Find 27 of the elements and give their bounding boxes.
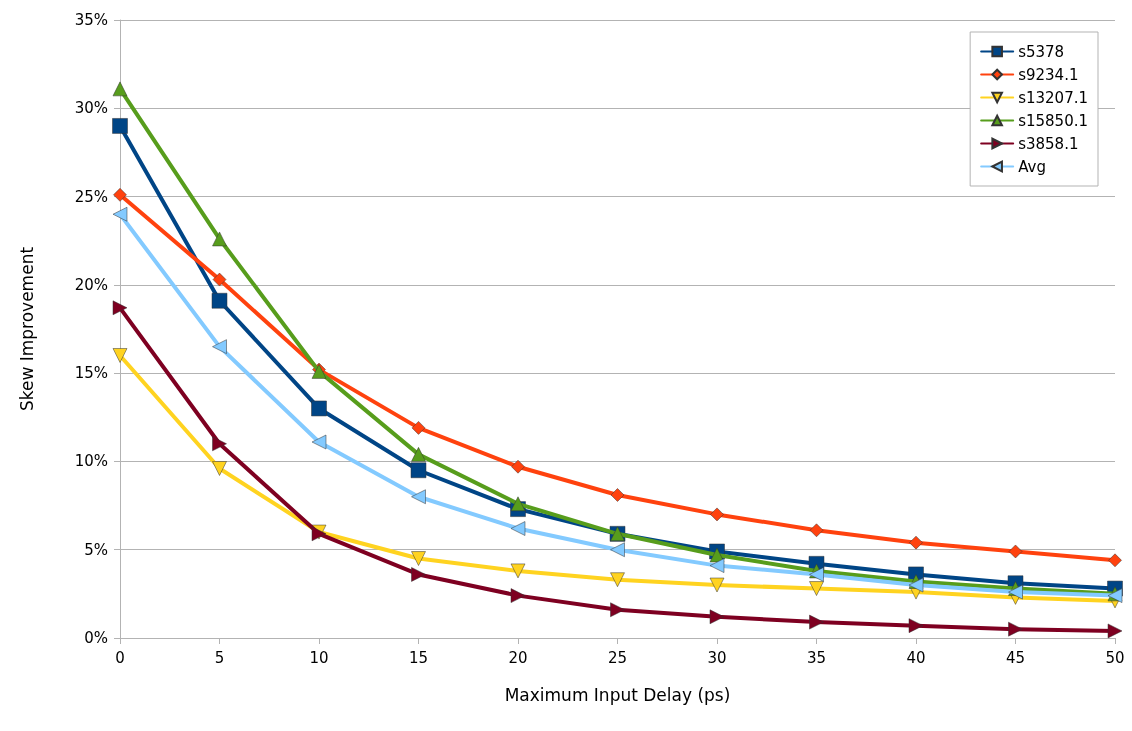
legend-label: s15850.1 xyxy=(1018,111,1088,130)
x-tick-label: 35 xyxy=(806,648,827,667)
x-tick-label: 30 xyxy=(707,648,727,667)
legend-label: s9234.1 xyxy=(1018,65,1079,84)
x-tick-label: 45 xyxy=(1005,648,1026,667)
y-tick-label: 20% xyxy=(74,275,108,294)
x-tick-label: 20 xyxy=(508,648,528,667)
x-tick-label: 25 xyxy=(607,648,628,667)
y-tick-label: 25% xyxy=(74,187,108,206)
legend-label: Avg xyxy=(1018,157,1046,176)
y-tick-label: 15% xyxy=(74,364,108,383)
y-tick-label: 5% xyxy=(84,540,108,559)
x-tick-label: 40 xyxy=(906,648,926,667)
y-tick-label: 0% xyxy=(84,629,108,647)
legend-label: s5378 xyxy=(1018,42,1065,61)
x-tick-label: 0 xyxy=(115,648,125,667)
y-tick-label: 30% xyxy=(74,99,108,118)
x-axis-title: Maximum Input Delay (ps) xyxy=(504,684,731,705)
x-tick-label: 5 xyxy=(214,648,225,667)
legend-label: s3858.1 xyxy=(1018,134,1079,153)
y-tick-label: 35% xyxy=(74,11,108,29)
y-axis-title: Skew Improvement xyxy=(16,246,37,412)
x-tick-label: 10 xyxy=(309,648,329,667)
x-tick-label: 15 xyxy=(408,648,429,667)
y-tick-label: 10% xyxy=(74,452,108,471)
legend-label: s13207.1 xyxy=(1018,88,1088,107)
x-tick-label: 50 xyxy=(1105,648,1125,667)
